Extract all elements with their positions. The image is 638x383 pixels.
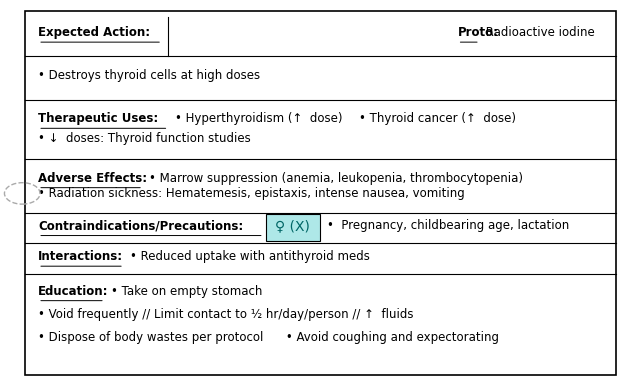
Text: • Take on empty stomach: • Take on empty stomach (111, 285, 263, 298)
Text: Radioactive iodine: Radioactive iodine (482, 26, 595, 39)
Text: Education:: Education: (38, 285, 108, 298)
Text: ♀ (X): ♀ (X) (275, 219, 310, 233)
Text: • Dispose of body wastes per protocol      • Avoid coughing and expectorating: • Dispose of body wastes per protocol • … (38, 331, 499, 344)
Text: • Marrow suppression (anemia, leukopenia, thrombocytopenia): • Marrow suppression (anemia, leukopenia… (149, 172, 523, 185)
Text: Interactions:: Interactions: (38, 250, 123, 263)
Text: • Destroys thyroid cells at high doses: • Destroys thyroid cells at high doses (38, 69, 260, 82)
Text: • Thyroid cancer (↑  dose): • Thyroid cancer (↑ dose) (359, 112, 516, 125)
Text: • Hyperthyroidism (↑  dose): • Hyperthyroidism (↑ dose) (175, 112, 342, 125)
Text: • ↓  doses: Thyroid function studies: • ↓ doses: Thyroid function studies (38, 133, 251, 145)
Text: Proto:: Proto: (457, 26, 499, 39)
FancyBboxPatch shape (26, 11, 616, 375)
Text: Adverse Effects:: Adverse Effects: (38, 172, 147, 185)
Text: • Void frequently // Limit contact to ½ hr/day/person // ↑  fluids: • Void frequently // Limit contact to ½ … (38, 308, 413, 321)
Text: Contraindications/Precautions:: Contraindications/Precautions: (38, 219, 243, 232)
Text: • Radiation sickness: Hematemesis, epistaxis, intense nausea, vomiting: • Radiation sickness: Hematemesis, epist… (38, 187, 465, 200)
Text: • Reduced uptake with antithyroid meds: • Reduced uptake with antithyroid meds (130, 250, 370, 263)
Text: •  Pregnancy, childbearing age, lactation: • Pregnancy, childbearing age, lactation (327, 219, 570, 232)
Text: Expected Action:: Expected Action: (38, 26, 151, 39)
FancyBboxPatch shape (265, 214, 320, 241)
Text: Therapeutic Uses:: Therapeutic Uses: (38, 112, 158, 125)
